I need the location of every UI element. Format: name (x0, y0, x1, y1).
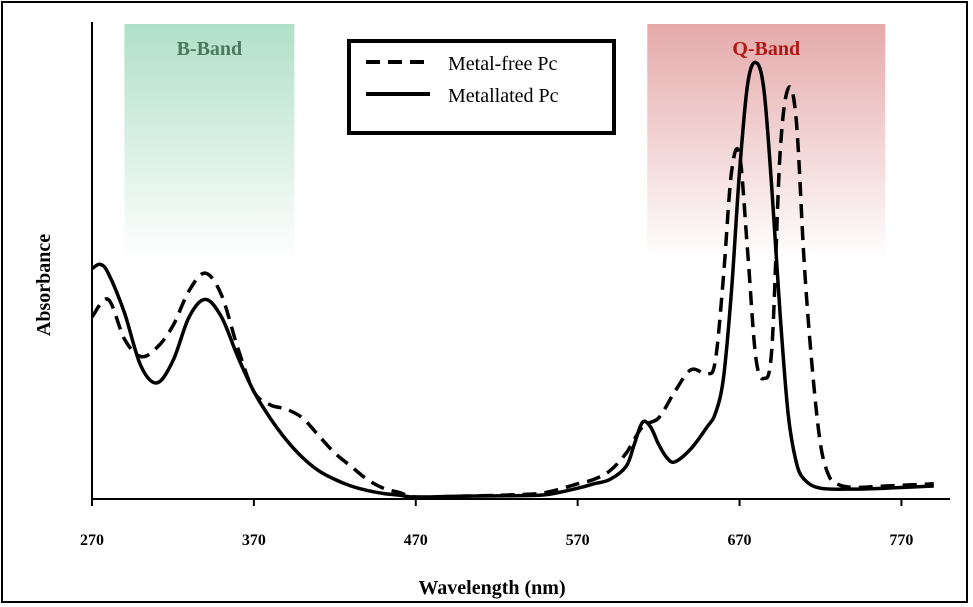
x-tick-label: 770 (889, 532, 913, 549)
band-label-q: Q-Band (732, 38, 800, 60)
legend: Metal-free Pc Metallated Pc (347, 39, 616, 135)
series-line-metallated (91, 60, 934, 499)
x-tick-label: 670 (728, 532, 752, 549)
bands-layer: B-Band Q-Band (124, 24, 886, 260)
y-axis-title: Absorbance (33, 234, 55, 336)
legend-box (347, 39, 616, 135)
band-region-q (647, 24, 886, 260)
x-tick-label: 570 (566, 532, 590, 549)
x-ticks: 270 370 470 570 670 770 (80, 499, 913, 549)
x-axis-title: Wavelength (nm) (418, 577, 565, 599)
x-tick-label: 470 (404, 532, 428, 549)
x-tick-label: 270 (80, 532, 104, 549)
series-layer (90, 60, 934, 499)
series-line-metal-free (90, 85, 934, 499)
legend-label-metal-free: Metal-free Pc (448, 53, 558, 75)
x-tick-label: 370 (242, 532, 266, 549)
band-region-b (124, 24, 295, 260)
band-label-b: B-Band (177, 38, 243, 60)
legend-label-metallated: Metallated Pc (448, 85, 559, 107)
